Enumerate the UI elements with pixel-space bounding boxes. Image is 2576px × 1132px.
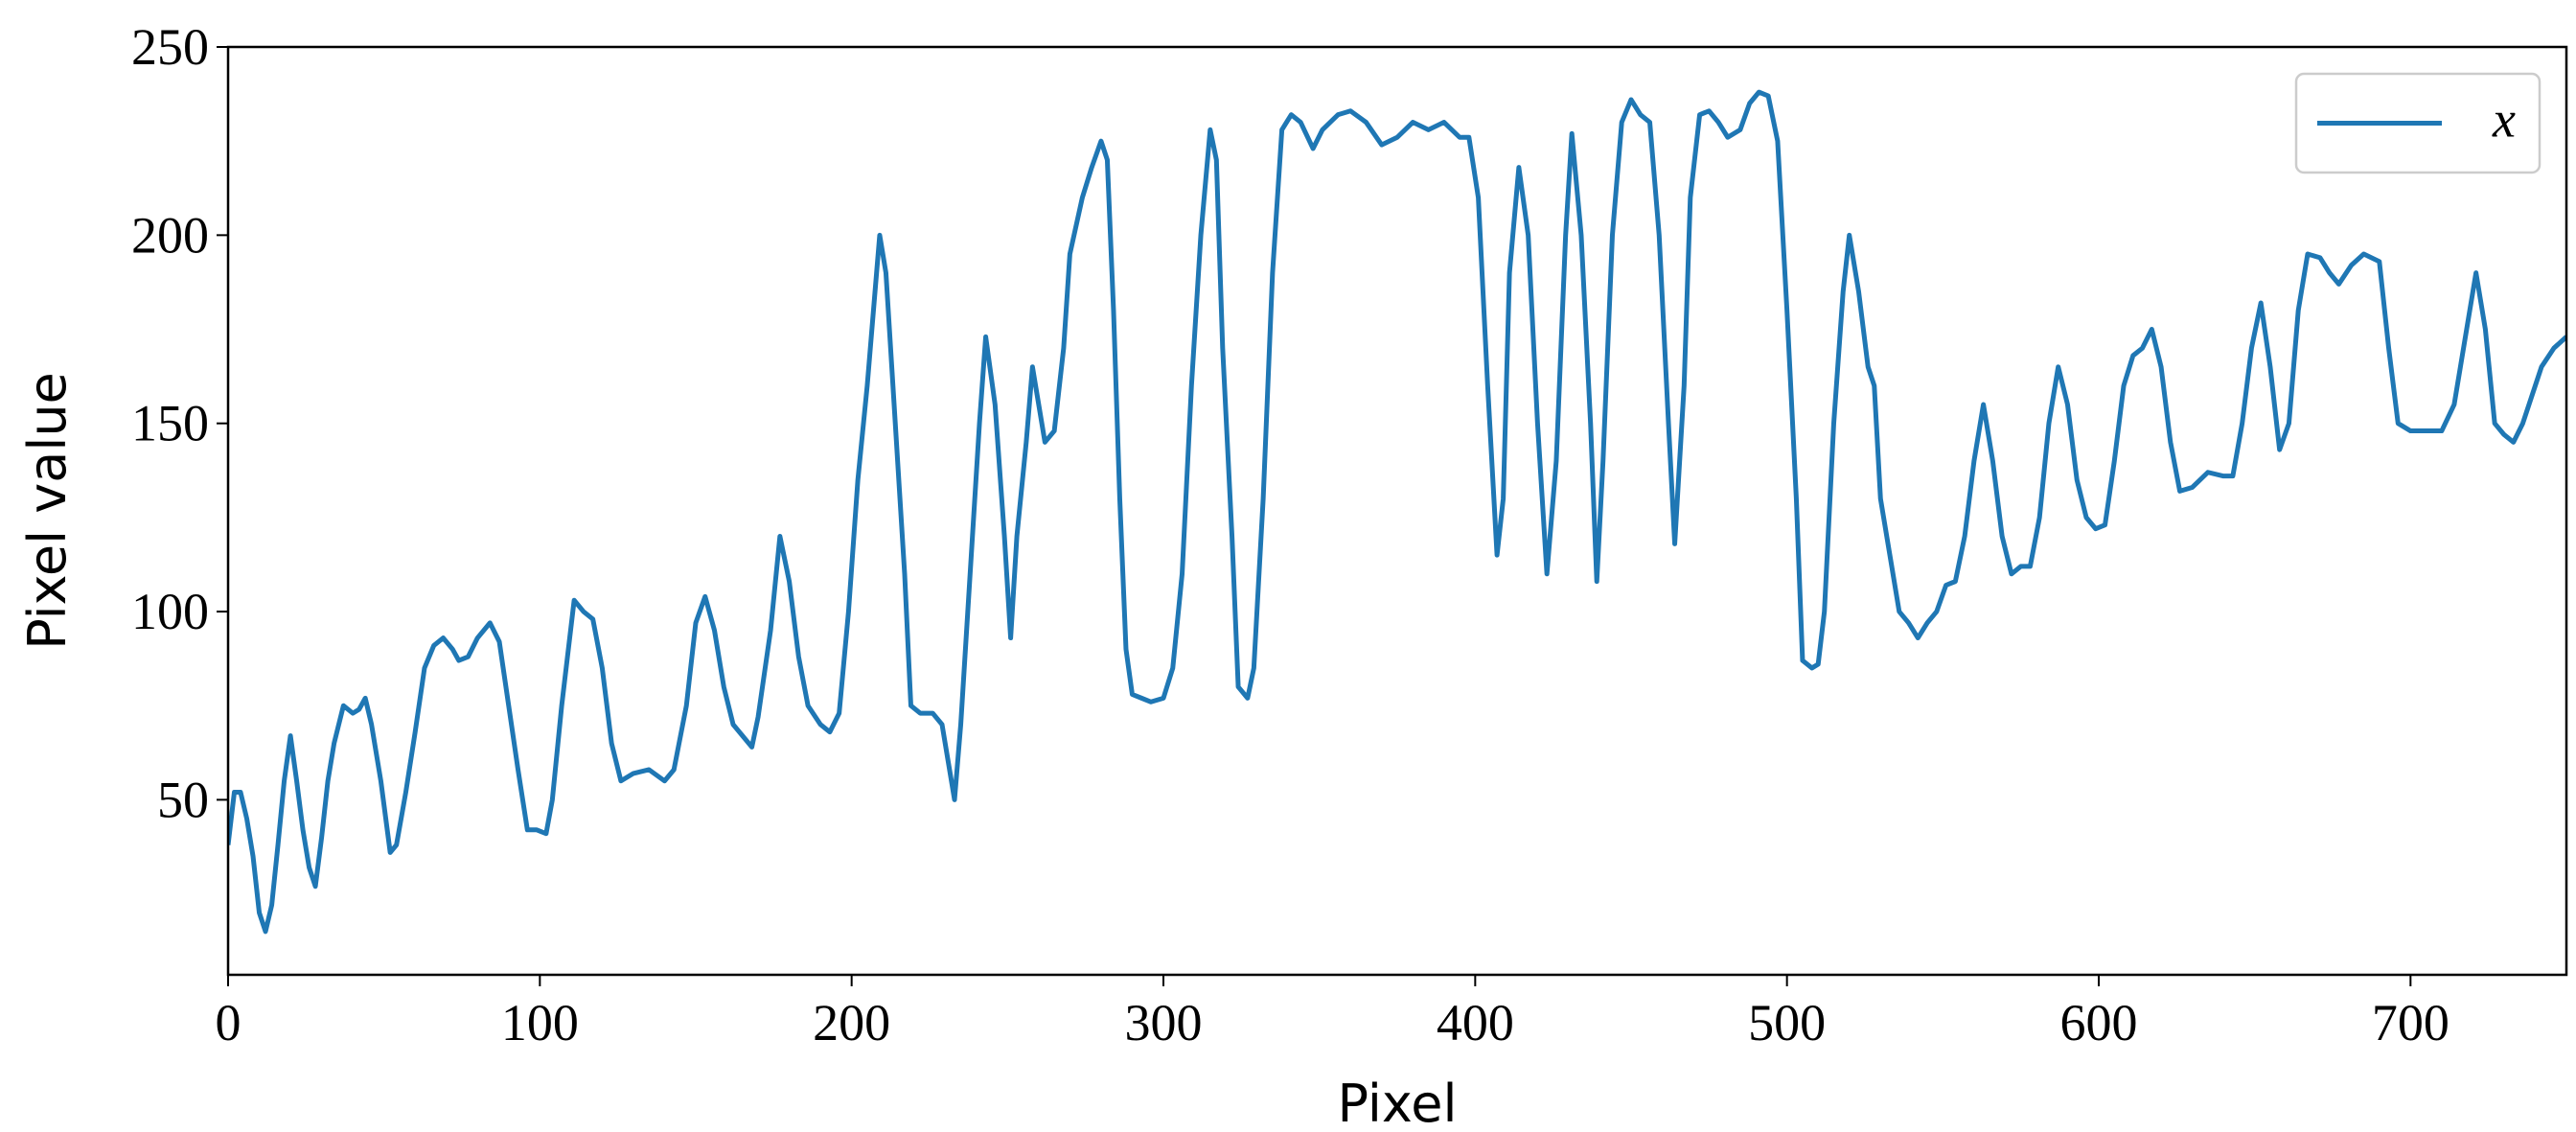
y-tick-label: 150 — [131, 395, 209, 452]
y-axis-label: Pixel value — [17, 372, 78, 650]
x-tick-label: 500 — [1748, 994, 1826, 1051]
plot-frame — [226, 45, 2568, 977]
x-axis-label: Pixel — [1338, 1074, 1458, 1132]
x-tick-label: 0 — [216, 994, 242, 1051]
y-tick-label: 100 — [131, 583, 209, 640]
data-line — [228, 89, 2566, 935]
x-tick-label: 600 — [2060, 994, 2138, 1051]
legend-label: x — [2492, 91, 2516, 149]
x-tick-label: 200 — [813, 994, 890, 1051]
x-tick-label: 300 — [1125, 994, 1203, 1051]
x-tick-label: 100 — [501, 994, 579, 1051]
y-tick-label: 200 — [131, 206, 209, 264]
x-tick-label: 400 — [1437, 994, 1514, 1051]
x-tick-label: 700 — [2372, 994, 2450, 1051]
y-tick-label: 250 — [131, 18, 209, 76]
y-tick-label: 50 — [157, 771, 209, 828]
